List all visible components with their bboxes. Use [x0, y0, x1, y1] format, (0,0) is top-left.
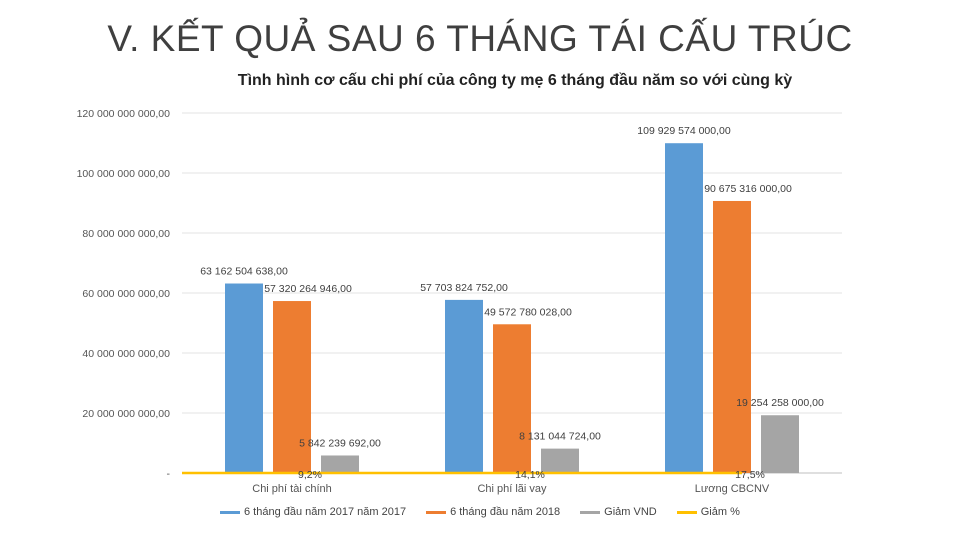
bar-value-label: 49 572 780 028,00: [484, 306, 572, 318]
percent-value-label: 14,1%: [515, 469, 545, 481]
bar-value-label: 63 162 504 638,00: [200, 266, 288, 278]
y-tick-label: 60 000 000 000,00: [82, 288, 170, 300]
bar-value-label: 8 131 044 724,00: [519, 431, 601, 443]
category-label: Chi phí lãi vay: [477, 483, 547, 495]
legend-label-giam-vnd: Giảm VND: [604, 506, 657, 518]
bar-value-label: 57 320 264 946,00: [264, 283, 352, 295]
percent-value-label: 17,5%: [735, 469, 765, 481]
bar-2018: [713, 200, 751, 473]
category-label: Lương CBCNV: [695, 483, 770, 495]
legend-label-2017: 6 tháng đầu năm 2017 năm 2017: [244, 506, 407, 518]
legend-swatch-giam-vnd: [580, 510, 601, 514]
legend-item-2018: 6 tháng đầu năm 2018: [426, 506, 560, 518]
legend-label-giam-pct: Giảm %: [700, 506, 740, 518]
bar-value-label: 19 254 258 000,00: [736, 397, 824, 409]
y-tick-label: 40 000 000 000,00: [82, 348, 170, 360]
bar-2018: [493, 324, 531, 473]
y-tick-label: 120 000 000 000,00: [77, 108, 171, 120]
bars: [225, 143, 799, 473]
x-axis-categories: Chi phí tài chính Chi phí lãi vay Lương CB…: [252, 483, 770, 495]
y-tick-label: 80 000 000 000,00: [82, 228, 170, 240]
legend-swatch-giam-pct: [676, 510, 697, 514]
legend-item-giam-pct: Giảm %: [676, 506, 740, 518]
bar-2018: [273, 301, 311, 473]
category-label: Chi phí tài chính: [252, 483, 332, 495]
bar-value-label: 57 703 824 752,00: [420, 282, 508, 294]
bar-giam-vnd: [541, 448, 579, 473]
percent-value-label: 9,2%: [298, 469, 322, 481]
bar-giam-vnd: [321, 455, 359, 473]
chart-title: Tình hình cơ cấu chi phí của công ty mẹ …: [237, 72, 793, 89]
bar-value-label: 90 675 316 000,00: [704, 183, 792, 195]
legend-label-2018: 6 tháng đầu năm 2018: [450, 506, 561, 518]
y-tick-label: 100 000 000 000,00: [77, 168, 171, 180]
slide-title: V. KẾT QUẢ SAU 6 THÁNG TÁI CẤU TRÚC: [107, 18, 853, 59]
y-tick-label: 20 000 000 000,00: [82, 408, 170, 420]
bar-2017: [225, 283, 263, 473]
legend-swatch-2017: [220, 510, 240, 514]
bar-2017: [665, 143, 703, 473]
y-tick-label: -: [167, 468, 171, 480]
bar-2017: [445, 299, 483, 473]
legend-item-2017: 6 tháng đầu năm 2017 năm 2017: [220, 506, 406, 518]
legend-item-giam-vnd: Giảm VND: [580, 506, 657, 518]
bar-value-label: 109 929 574 000,00: [637, 125, 731, 137]
legend-swatch-2018: [426, 510, 447, 514]
data-labels: 63 162 504 638,00 57 320 264 946,00 5 842 …: [200, 125, 824, 481]
bar-value-label: 5 842 239 692,00: [299, 437, 381, 449]
chart-legend: 6 tháng đầu năm 2017 năm 2017 6 tháng đầ…: [220, 506, 740, 518]
bar-giam-vnd: [761, 415, 799, 473]
y-axis-ticks: 120 000 000 000,00 100 000 000 000,00 80 0…: [77, 108, 171, 480]
